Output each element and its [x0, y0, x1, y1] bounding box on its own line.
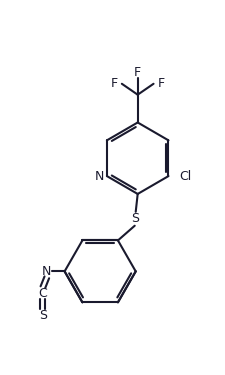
Text: F: F: [133, 66, 141, 80]
Text: S: S: [130, 212, 138, 225]
Text: S: S: [39, 309, 47, 321]
Text: N: N: [42, 265, 51, 278]
Text: Cl: Cl: [178, 170, 191, 183]
Text: F: F: [157, 77, 164, 90]
Text: F: F: [110, 77, 117, 90]
Text: N: N: [94, 170, 103, 183]
Text: C: C: [38, 287, 47, 300]
